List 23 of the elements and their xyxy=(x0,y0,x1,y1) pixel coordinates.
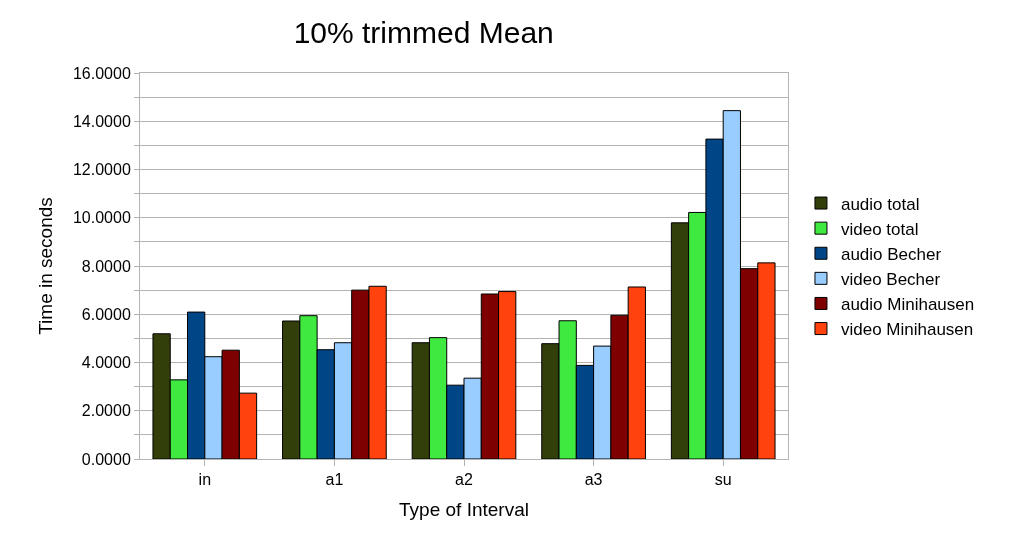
x-tick-label: a1 xyxy=(325,471,344,489)
legend-label: video Minihausen xyxy=(840,320,974,340)
legend-label: audio total xyxy=(840,194,920,214)
y-tick-label: 8.0000 xyxy=(81,257,131,275)
y-tick-label: 12.0000 xyxy=(72,161,131,179)
x-axis-title: Type of Interval xyxy=(399,499,529,520)
x-tick-label: a3 xyxy=(584,471,603,489)
y-tick-label: 14.0000 xyxy=(72,112,131,130)
legend-label: video Becher xyxy=(840,269,941,289)
x-tick-label: in xyxy=(198,471,212,489)
y-tick-label: 0.0000 xyxy=(81,450,131,468)
legend-label: video total xyxy=(840,219,919,239)
y-tick-label: 2.0000 xyxy=(81,402,131,420)
x-tick-label: su xyxy=(714,471,732,489)
chart-title: 10% trimmed Mean xyxy=(293,15,554,49)
y-tick-label: 4.0000 xyxy=(81,354,131,372)
legend-label: audio Becher xyxy=(840,244,942,264)
y-axis-title: Time in seconds xyxy=(34,197,56,335)
y-tick-label: 6.0000 xyxy=(81,305,131,323)
legend-label: audio Minihausen xyxy=(840,295,975,315)
x-tick-label: a2 xyxy=(455,471,473,489)
y-tick-label: 16.0000 xyxy=(72,64,131,82)
y-tick-label: 10.0000 xyxy=(72,209,131,227)
